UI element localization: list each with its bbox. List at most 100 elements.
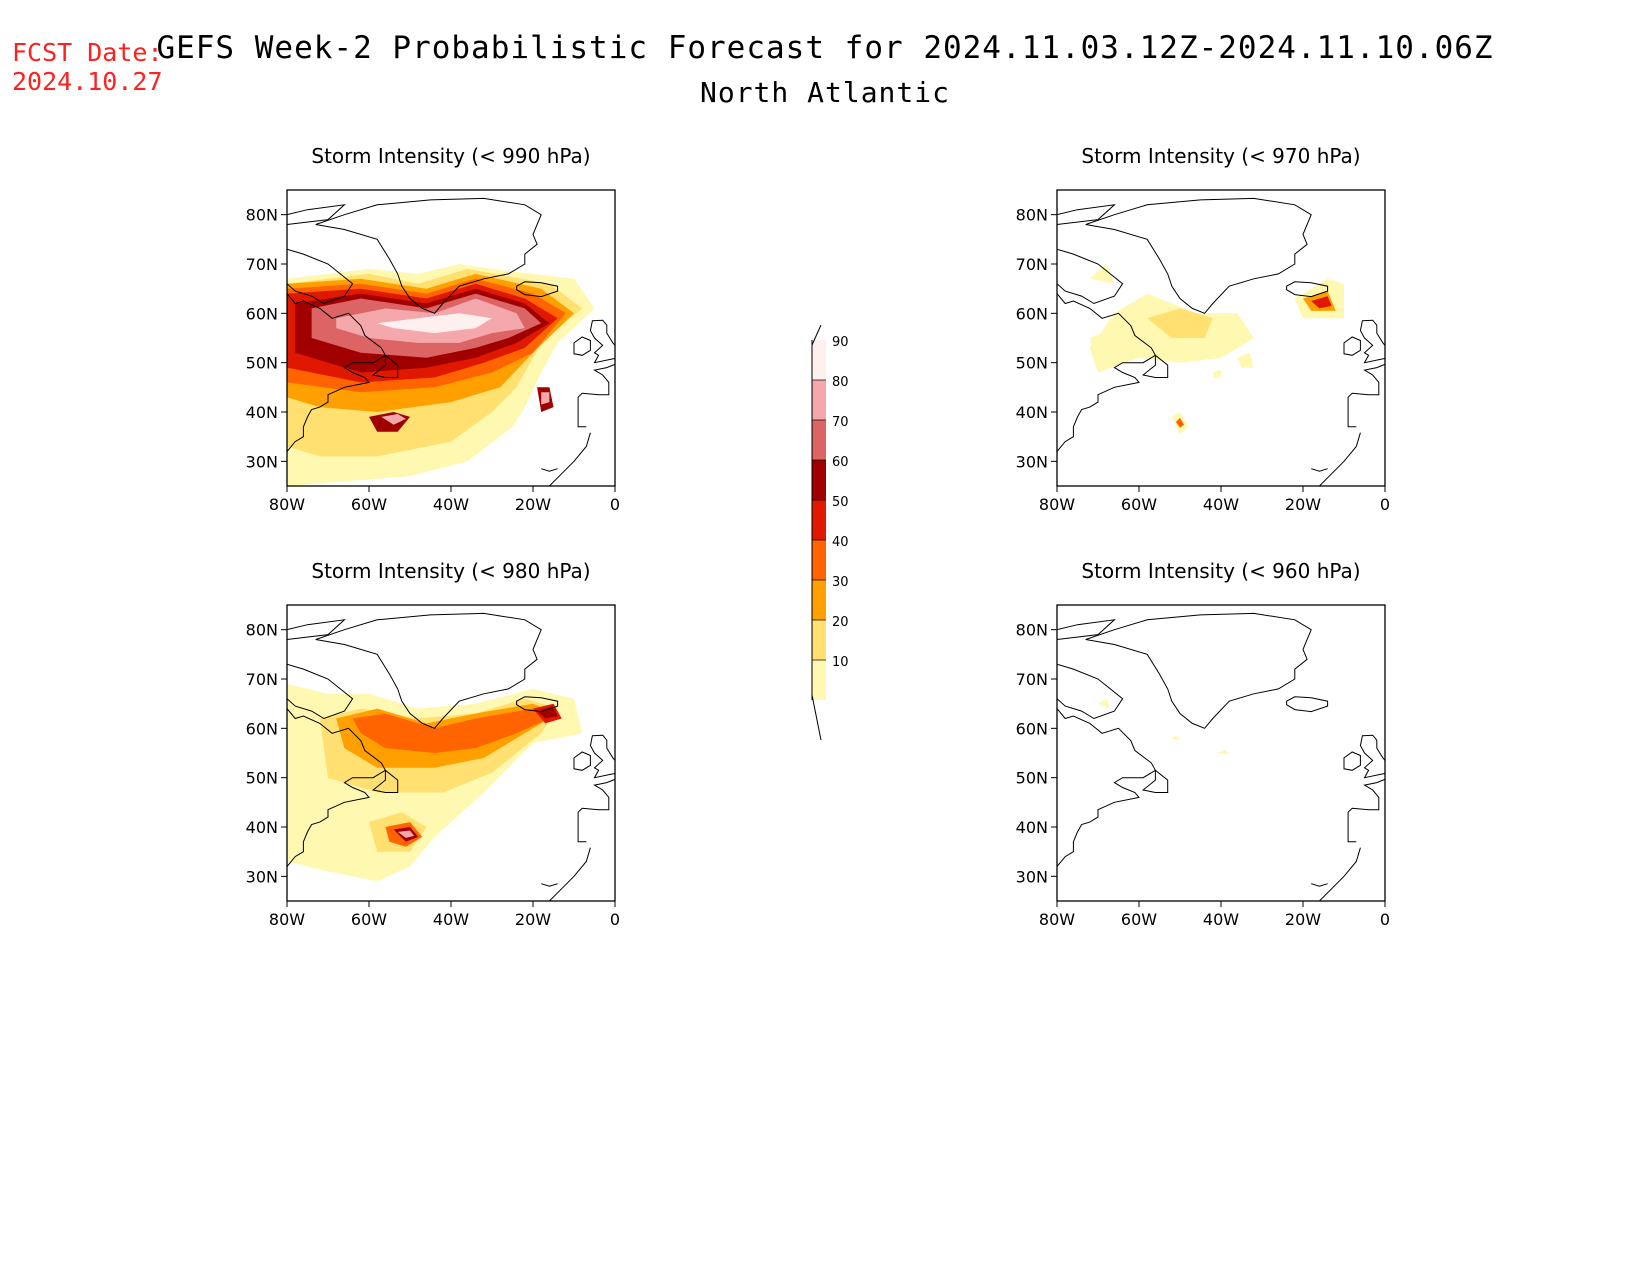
lon-tick-label: 80W xyxy=(1039,910,1075,929)
coastlines xyxy=(287,612,615,901)
colorbar-segment xyxy=(812,620,826,660)
coastline xyxy=(315,197,542,314)
colorbar-segment xyxy=(812,580,826,620)
lat-tick-label: 80N xyxy=(246,206,278,225)
coastline xyxy=(287,619,346,641)
coastline xyxy=(589,734,615,779)
panel-title: Storm Intensity (< 990 hPa) xyxy=(311,145,590,168)
lat-tick-label: 70N xyxy=(1016,255,1048,274)
lat-tick-label: 70N xyxy=(246,255,278,274)
coastline xyxy=(1141,354,1169,378)
coastline xyxy=(516,696,559,713)
probability-area xyxy=(1237,352,1254,368)
colorbar-label: 70 xyxy=(832,415,849,430)
coastline xyxy=(371,354,399,378)
lon-tick-label: 20W xyxy=(515,495,551,514)
coastline xyxy=(577,778,615,843)
panel-title: Storm Intensity (< 980 hPa) xyxy=(311,560,590,583)
panel-title: Storm Intensity (< 960 hPa) xyxy=(1081,560,1360,583)
lon-tick-label: 40W xyxy=(1203,910,1239,929)
panel-960hpa: Storm Intensity (< 960 hPa) 80N 70N 60N 50N 4… xyxy=(1016,560,1390,929)
coastline xyxy=(1347,363,1385,428)
colorbar-label: 50 xyxy=(832,495,849,510)
coastlines xyxy=(287,197,615,486)
colorbar-label: 40 xyxy=(832,535,849,550)
coastline xyxy=(589,319,615,364)
probability-area xyxy=(1089,333,1107,353)
lat-tick-label: 60N xyxy=(1016,304,1048,323)
probability-area xyxy=(1147,308,1213,338)
colorbar-segment xyxy=(812,540,826,580)
probability-area xyxy=(1089,264,1115,284)
probability-area xyxy=(397,830,415,838)
lat-tick-label: 60N xyxy=(1016,719,1048,738)
probability-area xyxy=(1171,735,1180,741)
lat-tick-label: 40N xyxy=(1016,818,1048,837)
lat-tick-label: 30N xyxy=(246,452,278,471)
probability-area xyxy=(1098,698,1111,709)
probability-field xyxy=(1098,698,1230,754)
lon-tick-label: 0 xyxy=(610,910,620,929)
coastline xyxy=(1286,696,1329,713)
lat-tick-label: 80N xyxy=(1016,621,1048,640)
colorbar-label: 80 xyxy=(832,375,849,390)
fcst-date-caption: FCST Date: xyxy=(12,38,163,67)
coastline xyxy=(287,708,387,867)
lat-tick-label: 30N xyxy=(1016,452,1048,471)
panel-title: Storm Intensity (< 970 hPa) xyxy=(1081,145,1360,168)
coastline xyxy=(315,612,542,729)
coastline xyxy=(1057,708,1157,867)
lon-tick-label: 0 xyxy=(1380,495,1390,514)
coastline xyxy=(1319,847,1361,901)
lat-tick-label: 30N xyxy=(1016,867,1048,886)
coastline xyxy=(1286,281,1329,298)
probability-area xyxy=(541,392,550,405)
coastline xyxy=(1057,293,1157,452)
lat-tick-label: 30N xyxy=(246,867,278,886)
coastline xyxy=(1057,248,1124,305)
lat-tick-label: 50N xyxy=(1016,354,1048,373)
probability-area xyxy=(352,708,550,753)
probability-area xyxy=(1175,417,1185,428)
lon-tick-label: 0 xyxy=(1380,910,1390,929)
lat-tick-label: 50N xyxy=(246,769,278,788)
lon-tick-label: 20W xyxy=(1285,495,1321,514)
coastline xyxy=(1311,468,1328,472)
coastlines xyxy=(1057,612,1385,901)
colorbar-segment xyxy=(812,500,826,540)
lon-tick-label: 60W xyxy=(351,495,387,514)
lon-tick-label: 80W xyxy=(269,495,305,514)
lat-tick-label: 50N xyxy=(246,354,278,373)
colorbar-segment xyxy=(812,380,826,420)
panel-980hpa: Storm Intensity (< 980 hPa) 80N 70N 60N 50N 4… xyxy=(246,560,620,929)
probability-area xyxy=(1212,370,1221,378)
coastline xyxy=(1141,769,1169,793)
coastlines xyxy=(1057,197,1385,486)
coastline xyxy=(573,751,591,771)
colorbar-segment xyxy=(812,340,826,380)
lat-tick-label: 60N xyxy=(246,719,278,738)
coastline xyxy=(287,663,354,720)
lon-tick-label: 60W xyxy=(1121,910,1157,929)
lon-tick-label: 80W xyxy=(1039,495,1075,514)
coastline xyxy=(287,204,346,226)
coastline xyxy=(1311,883,1328,887)
colorbar-label: 20 xyxy=(832,615,849,630)
lat-tick-label: 40N xyxy=(246,818,278,837)
coastline xyxy=(1085,612,1312,729)
coastline xyxy=(516,281,559,298)
probability-area xyxy=(377,313,492,334)
coastline xyxy=(577,363,615,428)
lon-tick-label: 20W xyxy=(1285,910,1321,929)
fcst-date-value: 2024.10.27 xyxy=(12,67,163,96)
colorbar-label: 10 xyxy=(832,655,849,670)
coastline xyxy=(287,293,387,452)
lat-tick-label: 50N xyxy=(1016,769,1048,788)
lon-tick-label: 20W xyxy=(515,910,551,929)
lon-tick-label: 80W xyxy=(269,910,305,929)
colorbar-label: 30 xyxy=(832,575,849,590)
coastline xyxy=(1057,619,1116,641)
page-title: GEFS Week-2 Probabilistic Forecast for 2… xyxy=(156,30,1494,66)
coastline xyxy=(287,248,354,305)
coastline xyxy=(1343,336,1361,356)
